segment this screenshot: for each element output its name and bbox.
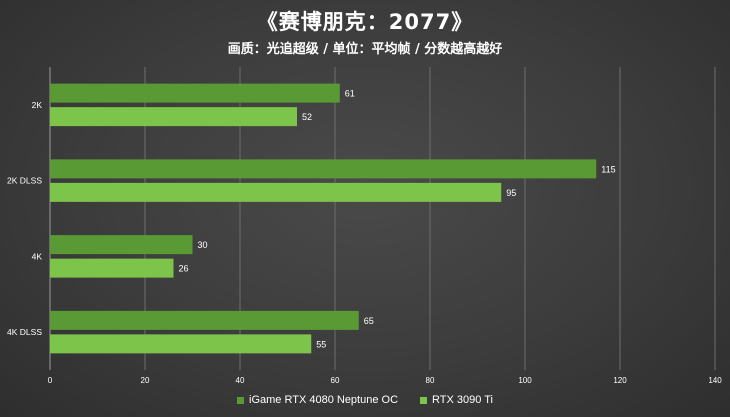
data-label: 52 — [302, 112, 312, 122]
data-label: 95 — [506, 188, 516, 198]
x-tick-label-140: 140 — [708, 376, 722, 385]
x-tick-label-120: 120 — [613, 376, 627, 385]
bar-series-0-0 — [50, 83, 340, 103]
legend-item-rtx-3090-ti: RTX 3090 Ti — [420, 394, 493, 406]
x-tick-label-40: 40 — [236, 376, 245, 385]
data-label: 30 — [198, 240, 208, 250]
data-label: 26 — [179, 264, 189, 274]
legend-swatch-igame-rtx-4080 — [237, 396, 245, 404]
y-category-label: 2K DLSS — [7, 176, 42, 186]
legend-item-igame-rtx-4080: iGame RTX 4080 Neptune OC — [237, 394, 398, 406]
y-category-label: 4K DLSS — [7, 327, 42, 337]
legend-swatch-rtx-3090-ti — [420, 396, 428, 404]
y-category-label: 4K — [32, 251, 43, 261]
x-tick-label-100: 100 — [518, 376, 532, 385]
chart-title: 《赛博朋克：2077》 — [256, 10, 474, 34]
bar-series-0-1 — [50, 159, 597, 179]
x-tick-label-0: 0 — [48, 376, 53, 385]
bar-series-1-3 — [50, 334, 312, 354]
legend-label-igame-rtx-4080: iGame RTX 4080 Neptune OC — [249, 394, 399, 406]
bar-series-0-3 — [50, 310, 359, 330]
data-label: 65 — [364, 316, 374, 326]
bar-series-0-2 — [50, 235, 193, 255]
chart-legend: iGame RTX 4080 Neptune OC RTX 3090 Ti — [0, 394, 730, 406]
bar-series-1-2 — [50, 258, 174, 278]
x-tick-label-60: 60 — [331, 376, 340, 385]
x-tick-label-20: 20 — [141, 376, 150, 385]
data-label: 115 — [601, 164, 615, 174]
bar-series-1-1 — [50, 182, 502, 202]
chart-subtitle: 画质：光追超级 / 单位：平均帧 / 分数越高越好 — [227, 42, 503, 57]
data-label: 61 — [345, 89, 355, 99]
data-label: 55 — [316, 339, 326, 349]
y-category-label: 2K — [32, 100, 43, 110]
bar-series-1-0 — [50, 107, 297, 127]
legend-label-rtx-3090-ti: RTX 3090 Ti — [432, 394, 493, 406]
x-tick-label-80: 80 — [426, 376, 435, 385]
